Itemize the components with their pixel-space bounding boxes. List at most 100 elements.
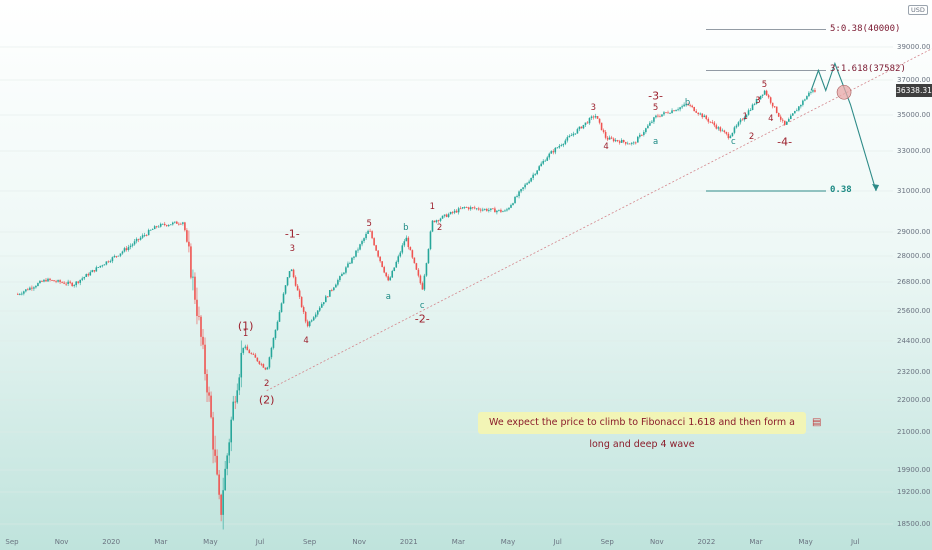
time-tick: 2021 bbox=[399, 538, 418, 546]
candle-body bbox=[568, 135, 571, 138]
candle-body bbox=[176, 221, 178, 224]
candle-body bbox=[411, 250, 414, 258]
candle-body bbox=[97, 267, 100, 269]
candle-body bbox=[699, 113, 702, 115]
wave-label: 5 bbox=[652, 102, 659, 113]
candle-body bbox=[43, 279, 45, 282]
candle-body bbox=[475, 208, 478, 210]
candle-body bbox=[783, 120, 786, 125]
candle-body bbox=[395, 261, 398, 268]
price-tick: 31000.00 bbox=[897, 187, 931, 195]
price-tick: 39000.00 bbox=[897, 43, 931, 51]
candle-body bbox=[355, 250, 357, 257]
wave-label: -3- bbox=[648, 89, 664, 103]
candle-body bbox=[127, 247, 130, 250]
candle-body bbox=[17, 294, 19, 295]
candle-body bbox=[81, 278, 84, 280]
candle-body bbox=[749, 110, 752, 111]
candles bbox=[17, 87, 816, 530]
candle-body bbox=[520, 189, 522, 192]
candle-body bbox=[290, 269, 293, 272]
candle-body bbox=[37, 283, 39, 287]
candle-body bbox=[141, 235, 144, 238]
wave-label: 4 bbox=[303, 335, 309, 346]
candle-body bbox=[689, 105, 691, 106]
candle-body bbox=[741, 119, 744, 121]
time-tick: Mar bbox=[451, 538, 465, 546]
candle-body bbox=[542, 161, 545, 164]
candle-body bbox=[729, 136, 732, 139]
candle-body bbox=[578, 126, 581, 130]
wave-label: 3 bbox=[289, 243, 296, 254]
candle-body bbox=[482, 209, 484, 211]
candle-body bbox=[163, 223, 166, 226]
time-tick: 2020 bbox=[102, 538, 121, 546]
candle-body bbox=[570, 135, 573, 137]
currency-badge[interactable]: USD bbox=[908, 5, 928, 15]
candle-body bbox=[230, 419, 232, 443]
candle-body bbox=[691, 105, 693, 108]
note-icon[interactable]: ▤ bbox=[812, 417, 822, 428]
candle-body bbox=[697, 112, 700, 115]
candle-body bbox=[765, 90, 768, 96]
candle-body bbox=[673, 110, 675, 112]
candle-body bbox=[327, 296, 329, 298]
candle-body bbox=[814, 90, 816, 92]
candle-body bbox=[393, 267, 396, 271]
candle-body bbox=[242, 347, 245, 353]
candle-body bbox=[709, 121, 712, 123]
candle-body bbox=[594, 116, 597, 118]
candle-body bbox=[294, 277, 297, 286]
candle-body bbox=[677, 109, 679, 111]
projection bbox=[810, 61, 880, 192]
candle-body bbox=[93, 270, 96, 272]
price-tick: 22000.00 bbox=[897, 396, 931, 404]
candle-body bbox=[413, 257, 416, 264]
candle-body bbox=[572, 133, 575, 136]
wave-label: 5 bbox=[366, 218, 372, 229]
candle-body bbox=[312, 317, 315, 321]
candle-body bbox=[169, 224, 172, 226]
candle-body bbox=[149, 229, 152, 231]
time-tick: May bbox=[798, 538, 813, 546]
candle-body bbox=[713, 122, 716, 126]
candle-body bbox=[449, 212, 452, 215]
candle-body bbox=[157, 226, 160, 228]
candle-body bbox=[238, 377, 241, 391]
candle-body bbox=[431, 220, 434, 232]
candle-body bbox=[685, 104, 687, 106]
candle-body bbox=[224, 468, 226, 491]
candle-body bbox=[532, 174, 534, 178]
candle-body bbox=[292, 269, 295, 278]
candle-body bbox=[737, 122, 740, 126]
candle-body bbox=[679, 107, 681, 110]
candle-body bbox=[387, 276, 390, 281]
candle-body bbox=[234, 401, 237, 403]
candle-body bbox=[377, 250, 379, 257]
candle-body bbox=[745, 114, 748, 118]
candle-body bbox=[755, 98, 758, 105]
candle-body bbox=[576, 129, 579, 134]
candle-body bbox=[123, 248, 126, 252]
candle-body bbox=[260, 363, 263, 365]
candle-body bbox=[564, 140, 567, 144]
candle-body bbox=[502, 211, 504, 213]
candle-body bbox=[425, 263, 428, 276]
candle-body bbox=[391, 270, 394, 278]
candle-body bbox=[19, 294, 21, 295]
candle-body bbox=[524, 184, 526, 188]
candle-body bbox=[405, 237, 408, 242]
candle-body bbox=[63, 282, 65, 284]
time-tick: Mar bbox=[749, 538, 763, 546]
candle-body bbox=[486, 208, 488, 211]
candle-body bbox=[540, 163, 542, 167]
candle-body bbox=[725, 132, 728, 134]
wave-label: 3 bbox=[590, 102, 597, 113]
candle-body bbox=[554, 147, 557, 153]
candle-body bbox=[212, 417, 214, 450]
candle-body bbox=[471, 207, 474, 209]
candle-body bbox=[767, 95, 770, 98]
candle-body bbox=[29, 287, 31, 290]
candle-body bbox=[165, 225, 168, 226]
candle-body bbox=[111, 257, 114, 262]
